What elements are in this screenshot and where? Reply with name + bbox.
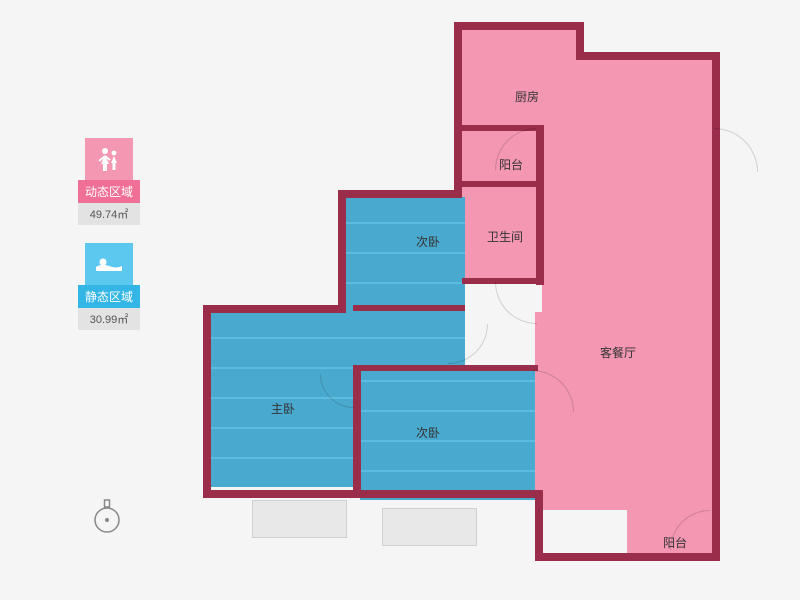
door-arc	[495, 282, 537, 324]
room-label-bathroom: 卫生间	[487, 228, 523, 245]
window-slab	[382, 508, 477, 546]
wall-segment	[712, 125, 720, 510]
wall-segment	[454, 22, 462, 197]
wall-segment	[353, 365, 538, 371]
wall-segment	[203, 305, 346, 313]
static-zone	[360, 370, 535, 500]
dynamic-zone	[462, 30, 577, 130]
wall-segment	[338, 190, 346, 310]
room-label-bedroom2a: 次卧	[416, 233, 440, 250]
wall-segment	[576, 22, 584, 60]
room-label-kitchen: 厨房	[515, 88, 539, 105]
wall-segment	[712, 503, 720, 561]
window-slab	[252, 500, 347, 538]
room-label-bedroom2b: 次卧	[416, 424, 440, 441]
floorplan-canvas: 厨房阳台卫生间客餐厅阳台次卧主卧次卧	[0, 0, 800, 600]
wall-segment	[353, 365, 361, 495]
wall-segment	[454, 22, 584, 30]
wall-segment	[535, 490, 543, 560]
wall-segment	[203, 305, 211, 495]
wall-segment	[576, 52, 720, 60]
wall-segment	[535, 553, 720, 561]
wall-segment	[203, 490, 543, 498]
room-label-master: 主卧	[271, 400, 295, 417]
static-zone	[345, 197, 465, 312]
wall-segment	[462, 181, 542, 187]
door-arc	[448, 324, 488, 364]
room-label-balcony2: 阳台	[663, 534, 687, 551]
wall-segment	[338, 190, 462, 198]
door-arc	[714, 128, 758, 172]
room-label-living: 客餐厅	[600, 344, 636, 361]
wall-segment	[712, 52, 720, 132]
wall-segment	[536, 125, 544, 285]
wall-segment	[353, 305, 465, 311]
room-label-balcony1: 阳台	[499, 156, 523, 173]
dynamic-zone	[542, 130, 714, 510]
